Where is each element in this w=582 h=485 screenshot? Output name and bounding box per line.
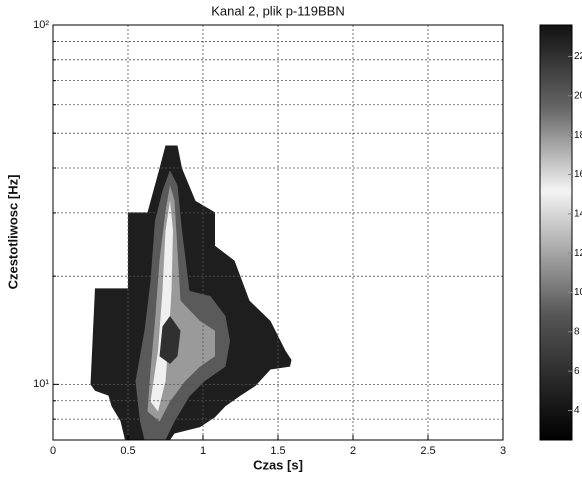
x-tick-label: 2.5 bbox=[420, 445, 435, 457]
contour-region bbox=[150, 200, 173, 412]
x-tick-label: 3 bbox=[500, 445, 506, 457]
x-tick-label: 0 bbox=[50, 445, 56, 457]
colorbar-tick-label: 10 bbox=[574, 287, 582, 298]
x-tick-label: 1.5 bbox=[270, 445, 285, 457]
x-tick-label: 2 bbox=[350, 445, 356, 457]
x-tick-label: 0.5 bbox=[120, 445, 135, 457]
colorbar-tick-label: 18 bbox=[574, 130, 582, 141]
contour-region bbox=[159, 315, 181, 364]
x-axis-label: Czas [s] bbox=[253, 457, 303, 472]
colorbar-tick-label: 16 bbox=[574, 169, 582, 180]
colorbar bbox=[539, 24, 573, 441]
y-tick-label: 10² bbox=[33, 19, 49, 31]
colorbar-tick-label: 20 bbox=[574, 90, 582, 101]
chart-title: Kanal 2, plik p-119BBN bbox=[211, 3, 344, 18]
colorbar-tick-label: 8 bbox=[574, 326, 580, 337]
x-tick-label: 1 bbox=[200, 445, 206, 457]
colorbar-tick-label: 22 bbox=[574, 51, 582, 62]
colorbar-tick-label: 4 bbox=[574, 405, 580, 416]
plot-frame bbox=[52, 24, 504, 441]
y-axis-label: Czestotliwosc [Hz] bbox=[5, 175, 20, 290]
colorbar-tick-label: 14 bbox=[574, 208, 582, 219]
y-tick-label: 10¹ bbox=[33, 378, 49, 390]
colorbar-tick-label: 12 bbox=[574, 248, 582, 259]
colorbar-tick-label: 6 bbox=[574, 366, 580, 377]
